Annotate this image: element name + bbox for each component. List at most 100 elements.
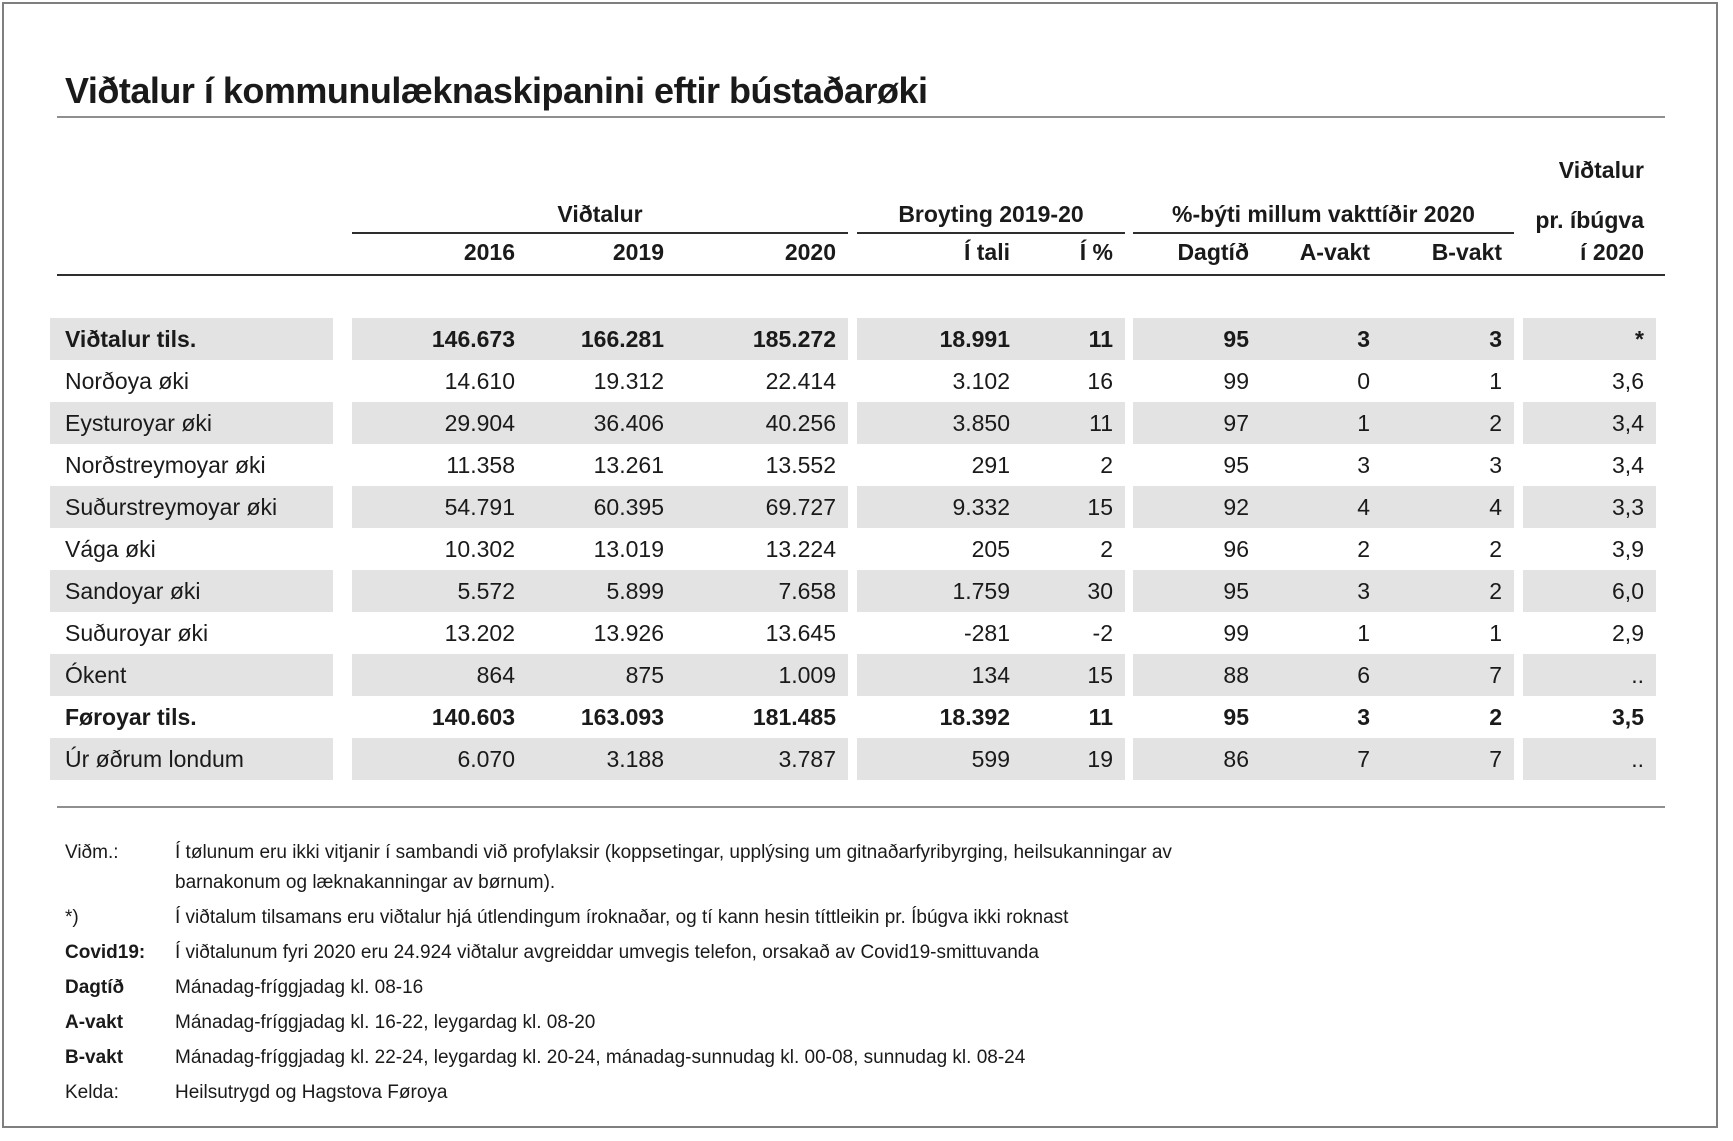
cell-per-capita: 2,9	[1612, 619, 1644, 646]
footnote-text: Í tølunum eru ikki vitjanir í sambandi v…	[175, 842, 1172, 893]
cell-i-pct: 16	[1087, 367, 1113, 394]
column-gap	[1125, 570, 1133, 612]
column-gap	[848, 444, 857, 486]
row-label: Vága øki	[65, 535, 156, 562]
col-header-b-vakt: B-vakt	[1431, 239, 1502, 265]
cell-i-pct: 30	[1022, 570, 1125, 612]
title-divider	[57, 116, 1665, 118]
col-header-2016: 2016	[463, 239, 515, 265]
cell-2019: 163.093	[580, 703, 664, 730]
page-frame	[2, 2, 1718, 1128]
cell-i-pct: 11	[1088, 703, 1113, 730]
cell-2020: 69.727	[676, 486, 848, 528]
cell-i-tali: 18.392	[939, 703, 1010, 730]
header-divider	[57, 274, 1665, 276]
footnote-label: A-vakt	[65, 1012, 124, 1033]
column-gap	[848, 486, 857, 528]
footnote-label: *)	[65, 907, 79, 928]
cell-2020: 7.658	[676, 570, 848, 612]
column-gap	[848, 570, 857, 612]
column-gap	[848, 696, 857, 738]
column-gap	[1514, 528, 1523, 570]
footnote-label: Kelda:	[65, 1082, 119, 1103]
row-label: Ókent	[50, 654, 333, 696]
footnote: A-vakt Mánadag-fríggjadag kl. 16-22, leyg…	[65, 1008, 1275, 1038]
cell-a-vakt: 1	[1261, 402, 1382, 444]
column-gap	[1514, 318, 1523, 360]
cell-b-vakt: 1	[1489, 619, 1502, 646]
cell-dagtid: 92	[1133, 486, 1261, 528]
cell-i-pct: 2	[1100, 451, 1113, 478]
cell-2016: 13.202	[444, 619, 515, 646]
cell-2020: 181.485	[752, 703, 836, 730]
cell-i-pct: 2	[1100, 535, 1113, 562]
column-gap	[848, 738, 857, 780]
cell-2020: 185.272	[676, 318, 848, 360]
cell-i-tali: -281	[963, 619, 1010, 646]
cell-b-vakt: 3	[1382, 318, 1514, 360]
footnote: Viðm.: Í tølunum eru ikki vitjanir í samb…	[65, 838, 1275, 898]
column-gap	[1514, 570, 1523, 612]
cell-2020: 13.224	[765, 535, 836, 562]
cell-dagtid: 97	[1133, 402, 1261, 444]
col-header-per-capita-line3: í 2020	[1580, 239, 1644, 265]
column-gap	[333, 696, 352, 738]
cell-i-tali: 9.332	[857, 486, 1022, 528]
cell-dagtid: 95	[1223, 451, 1249, 478]
footnote-text: Í viðtalum tilsamans eru viðtalur hjá út…	[175, 907, 1069, 928]
page-title: Viðtalur í kommunulæknaskipanini eftir b…	[65, 70, 928, 112]
cell-i-pct: 11	[1022, 402, 1125, 444]
cell-i-pct: -2	[1092, 619, 1113, 646]
cell-a-vakt: 6	[1261, 654, 1382, 696]
cell-2019: 3.188	[527, 738, 676, 780]
cell-dagtid: 96	[1223, 535, 1249, 562]
cell-2016: 54.791	[352, 486, 527, 528]
column-gap	[333, 318, 352, 360]
cell-dagtid: 88	[1133, 654, 1261, 696]
cell-a-vakt: 3	[1357, 703, 1370, 730]
column-gap	[1125, 402, 1133, 444]
cell-dagtid: 99	[1223, 367, 1249, 394]
column-gap	[333, 402, 352, 444]
header-row-1: Viðtalur	[50, 140, 1656, 184]
header-row-groups: Viðtalur Broyting 2019-20 %-býti millum …	[50, 184, 1656, 234]
cell-a-vakt: 7	[1261, 738, 1382, 780]
row-label: Norðoya øki	[65, 367, 189, 394]
cell-a-vakt: 4	[1261, 486, 1382, 528]
table-row: Ókent 864 875 1.009 134 15 88 6 7..	[50, 654, 1656, 696]
cell-2020: 13.552	[765, 451, 836, 478]
column-gap	[1514, 738, 1523, 780]
cell-i-tali: 205	[971, 535, 1010, 562]
cell-2016: 146.673	[352, 318, 527, 360]
column-gap	[1514, 444, 1523, 486]
cell-2020: 1.009	[676, 654, 848, 696]
column-gap	[1514, 696, 1523, 738]
cell-dagtid: 99	[1223, 619, 1249, 646]
column-gap	[848, 318, 857, 360]
footnote: *) Í viðtalum tilsamans eru viðtalur hjá …	[65, 903, 1275, 933]
cell-i-tali: 291	[971, 451, 1010, 478]
cell-per-capita: *	[1523, 318, 1656, 360]
cell-i-pct: 15	[1022, 486, 1125, 528]
table-header: Viðtalur Viðtalur Broyting 2019-20 %-být…	[50, 140, 1656, 274]
footnote: Kelda: Heilsutrygd og Hagstova Føroya	[65, 1078, 1275, 1108]
col-header-i-pct: Í %	[1079, 239, 1113, 265]
cell-i-tali: 18.991	[857, 318, 1022, 360]
row-label: Suðurstreymoyar øki	[50, 486, 333, 528]
column-gap	[333, 486, 352, 528]
column-gap	[848, 360, 857, 402]
row-label: Eysturoyar øki	[50, 402, 333, 444]
column-gap	[333, 528, 352, 570]
cell-b-vakt: 4	[1382, 486, 1514, 528]
cell-2019: 13.019	[593, 535, 664, 562]
row-label: Sandoyar øki	[50, 570, 333, 612]
cell-2016: 11.358	[446, 451, 515, 478]
column-gap	[1514, 486, 1523, 528]
table-row: Eysturoyar øki 29.904 36.406 40.256 3.850 11 9…	[50, 402, 1656, 444]
cell-per-capita: 3,4	[1523, 402, 1656, 444]
cell-2020: 22.414	[765, 367, 836, 394]
col-header-i-tali: Í tali	[963, 239, 1010, 265]
col-header-per-capita-line2: pr. íbúgva	[1535, 207, 1644, 233]
cell-a-vakt: 2	[1357, 535, 1370, 562]
table-body: Viðtalur tils. 146.673 166.281 185.272 18.99…	[50, 318, 1656, 780]
